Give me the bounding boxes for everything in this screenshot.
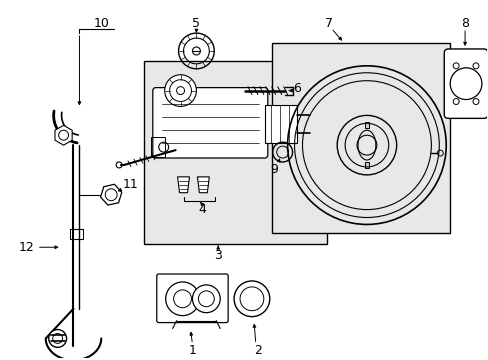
Bar <box>264 105 296 143</box>
Circle shape <box>165 282 199 316</box>
Circle shape <box>192 285 220 313</box>
Text: 7: 7 <box>325 17 333 30</box>
Circle shape <box>164 75 196 107</box>
Text: 6: 6 <box>293 82 301 95</box>
Text: 9: 9 <box>269 163 277 176</box>
Circle shape <box>49 329 66 347</box>
Text: 11: 11 <box>123 178 139 191</box>
Bar <box>69 229 83 239</box>
Text: 3: 3 <box>214 249 222 262</box>
Bar <box>364 122 368 128</box>
Polygon shape <box>197 177 209 193</box>
Text: 12: 12 <box>19 241 35 254</box>
Bar <box>271 43 449 233</box>
Bar <box>143 61 326 244</box>
FancyBboxPatch shape <box>443 49 487 118</box>
Text: 5: 5 <box>192 17 200 30</box>
Text: 4: 4 <box>198 203 206 216</box>
Polygon shape <box>177 177 189 193</box>
Text: 10: 10 <box>93 17 109 30</box>
Text: 1: 1 <box>188 344 196 357</box>
Text: 8: 8 <box>460 17 468 30</box>
Text: 2: 2 <box>253 344 261 357</box>
FancyBboxPatch shape <box>152 87 267 158</box>
Bar <box>150 137 164 157</box>
Bar <box>364 162 368 168</box>
